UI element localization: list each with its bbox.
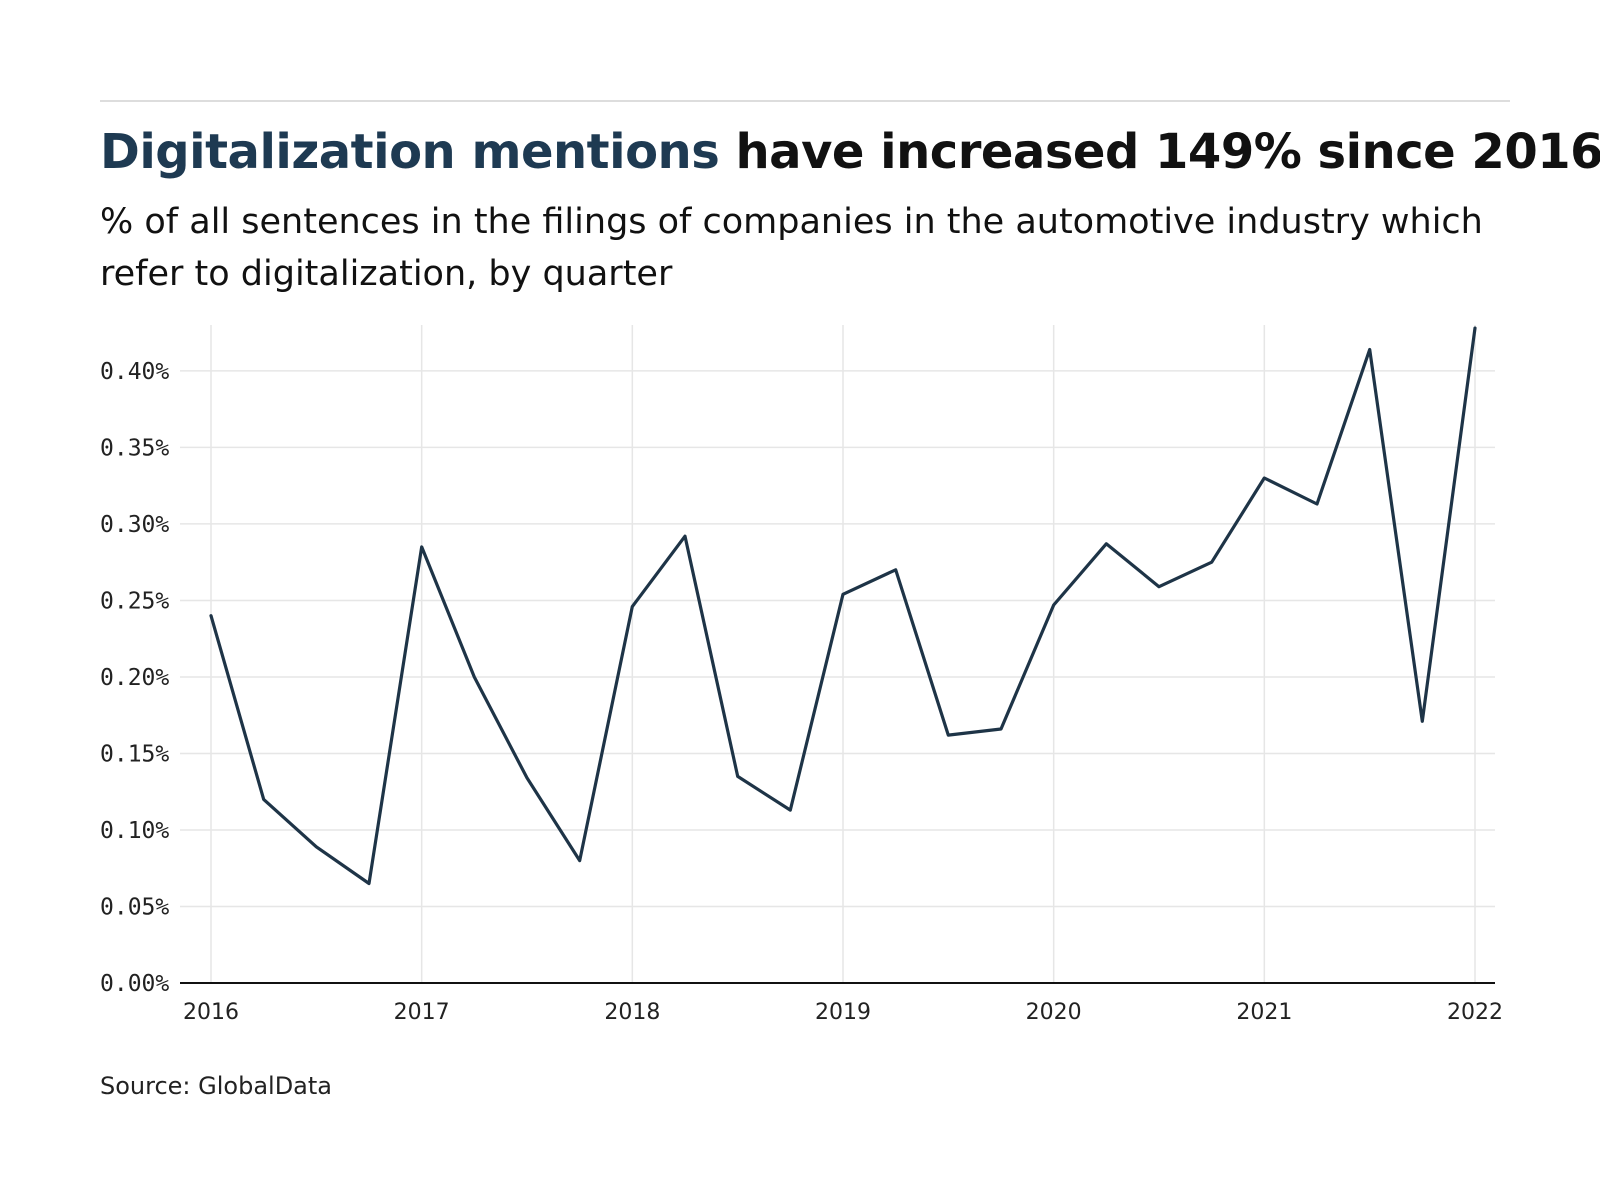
y-tick-label: 0.35% [100,435,169,461]
data-point [841,592,845,596]
x-tick-label: 2016 [183,1000,239,1025]
x-tick-label: 2017 [394,1000,450,1025]
data-point [788,808,792,812]
y-tick-label: 0.05% [100,894,169,920]
chart-subtitle: % of all sentences in the filings of com… [100,202,1483,294]
data-point [1157,585,1161,589]
y-tick-label: 0.30% [100,512,169,538]
data-point [420,545,424,549]
data-point [1210,560,1214,564]
gridlines [180,325,1495,983]
data-point [630,605,634,609]
chart-title-rest: have increased 149% since 2016 [719,124,1600,180]
y-tick-label: 0.25% [100,588,169,614]
data-point [1420,719,1424,723]
series-line [209,326,1477,886]
chart-title: Digitalization mentions have increased 1… [100,124,1600,180]
data-point [1368,347,1372,351]
x-tick-label: 2018 [604,1000,660,1025]
top-divider [100,100,1510,102]
y-tick-label: 0.20% [100,665,169,691]
data-point [1262,476,1266,480]
data-point [1052,603,1056,607]
data-point [314,845,318,849]
data-point [209,614,213,618]
data-point [525,776,529,780]
chart-title-highlight: Digitalization mentions [100,124,720,180]
y-tick-labels: 0.00% 0.05% 0.10% 0.15% 0.20% 0.25% 0.30% 0.35%… [100,359,169,997]
data-point [1473,326,1477,330]
x-tick-label: 2020 [1026,1000,1082,1025]
x-tick-label: 2021 [1236,1000,1292,1025]
data-point [894,568,898,572]
y-tick-label: 0.40% [100,359,169,385]
data-point [578,859,582,863]
data-point [999,727,1003,731]
source-note: Source: GlobalData [100,1072,333,1100]
y-tick-label: 0.00% [100,971,169,997]
y-tick-label: 0.15% [100,741,169,767]
data-point [367,882,371,886]
x-tick-label: 2019 [815,1000,871,1025]
data-point [1104,542,1108,546]
x-tick-labels: 2016 2017 2018 2019 2020 2021 2022 [183,1000,1503,1025]
data-point [683,534,687,538]
data-point [472,675,476,679]
data-point [262,797,266,801]
data-point [1315,502,1319,506]
x-tick-label: 2022 [1447,1000,1503,1025]
data-point [736,774,740,778]
data-point [946,733,950,737]
y-tick-label: 0.10% [100,818,169,844]
series-layer [209,326,1477,886]
